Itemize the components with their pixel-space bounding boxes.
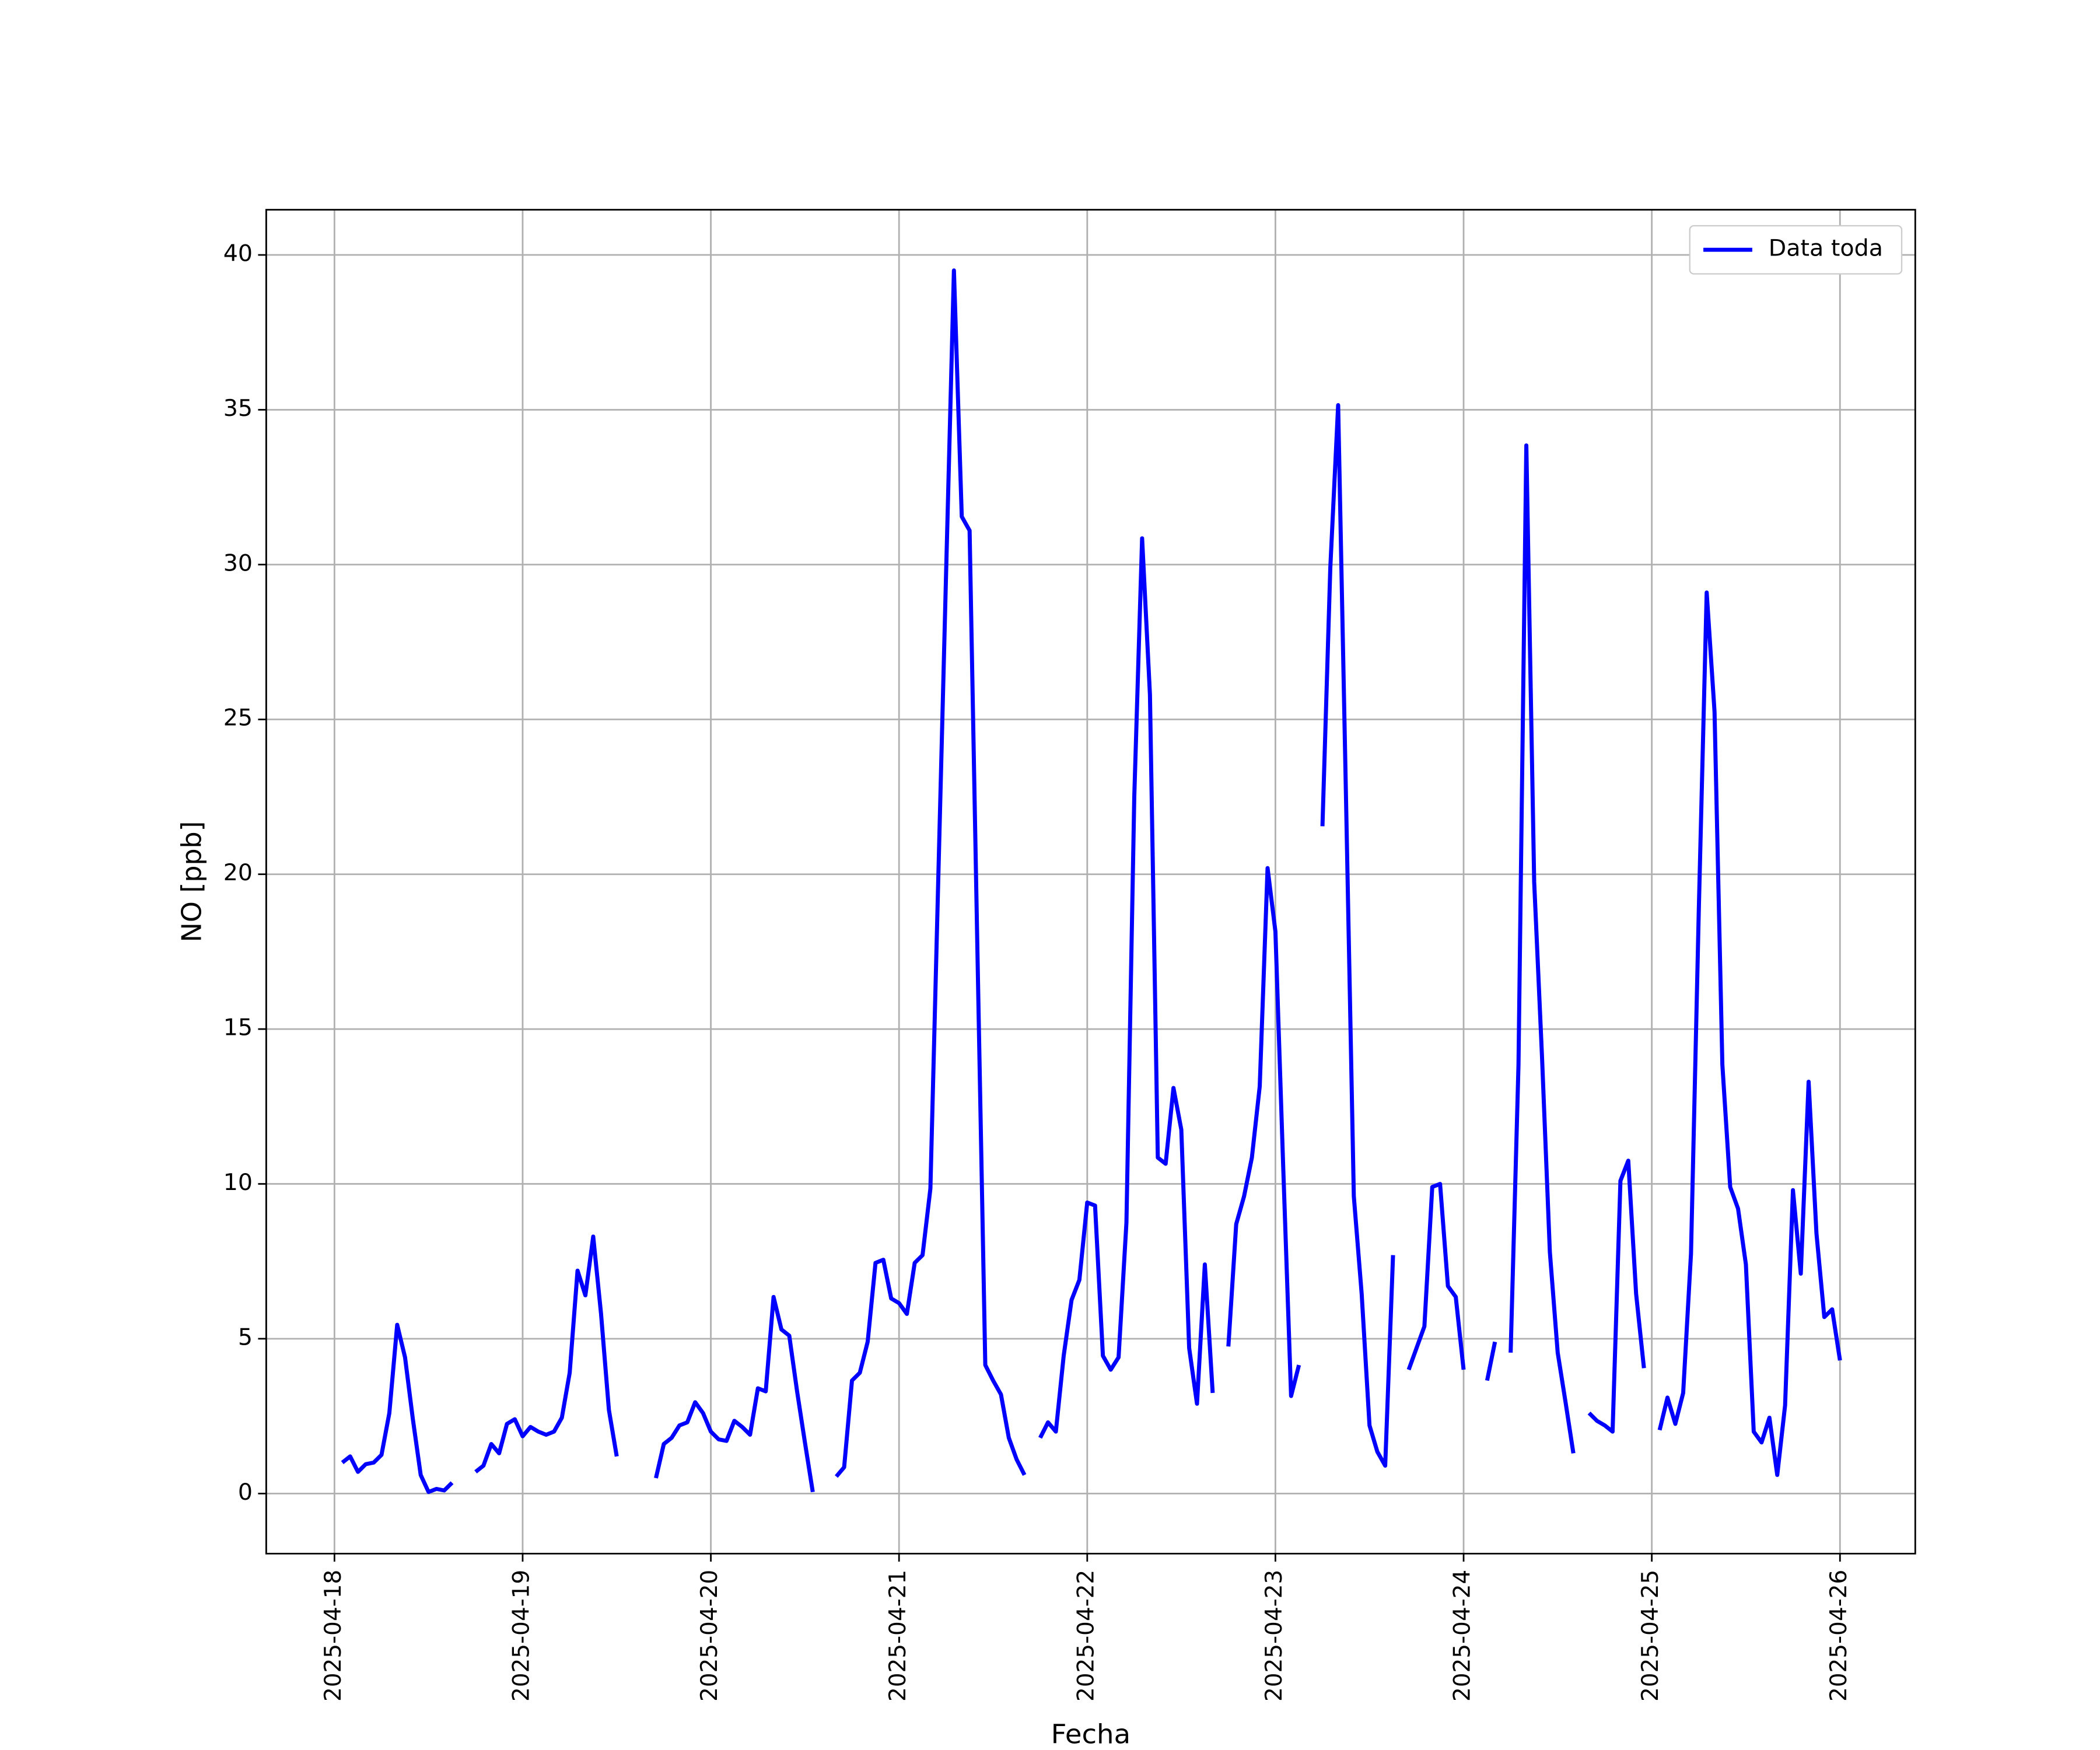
x-tick-label: 2025-04-20 bbox=[696, 1570, 723, 1702]
y-tick-label: 30 bbox=[223, 551, 253, 577]
x-tick-label: 2025-04-21 bbox=[884, 1570, 911, 1702]
x-tick-label: 2025-04-22 bbox=[1073, 1570, 1099, 1702]
x-tick-label: 2025-04-19 bbox=[508, 1570, 534, 1702]
y-tick-label: 5 bbox=[238, 1325, 253, 1351]
x-tick-label: 2025-04-25 bbox=[1637, 1570, 1664, 1702]
x-tick-label: 2025-04-18 bbox=[320, 1570, 346, 1702]
legend-label: Data toda bbox=[1769, 236, 1883, 262]
x-tick-label: 2025-04-24 bbox=[1449, 1570, 1475, 1702]
x-axis-label: Fecha bbox=[1051, 1718, 1131, 1750]
data-line bbox=[341, 268, 1842, 1494]
y-tick-label: 15 bbox=[223, 1015, 253, 1041]
y-tick-label: 0 bbox=[238, 1479, 253, 1506]
y-axis-label: NO [ppb] bbox=[176, 821, 207, 943]
plot-frame bbox=[265, 209, 1916, 1555]
x-tick-label: 2025-04-26 bbox=[1826, 1570, 1852, 1702]
x-tick-label: 2025-04-23 bbox=[1261, 1570, 1287, 1702]
y-tick-label: 10 bbox=[223, 1170, 253, 1196]
y-tick-label: 25 bbox=[223, 705, 253, 732]
y-tick-label: 20 bbox=[223, 860, 253, 886]
legend-box bbox=[1689, 225, 1903, 275]
y-tick-label: 40 bbox=[223, 241, 253, 267]
y-tick-label: 35 bbox=[223, 396, 253, 422]
